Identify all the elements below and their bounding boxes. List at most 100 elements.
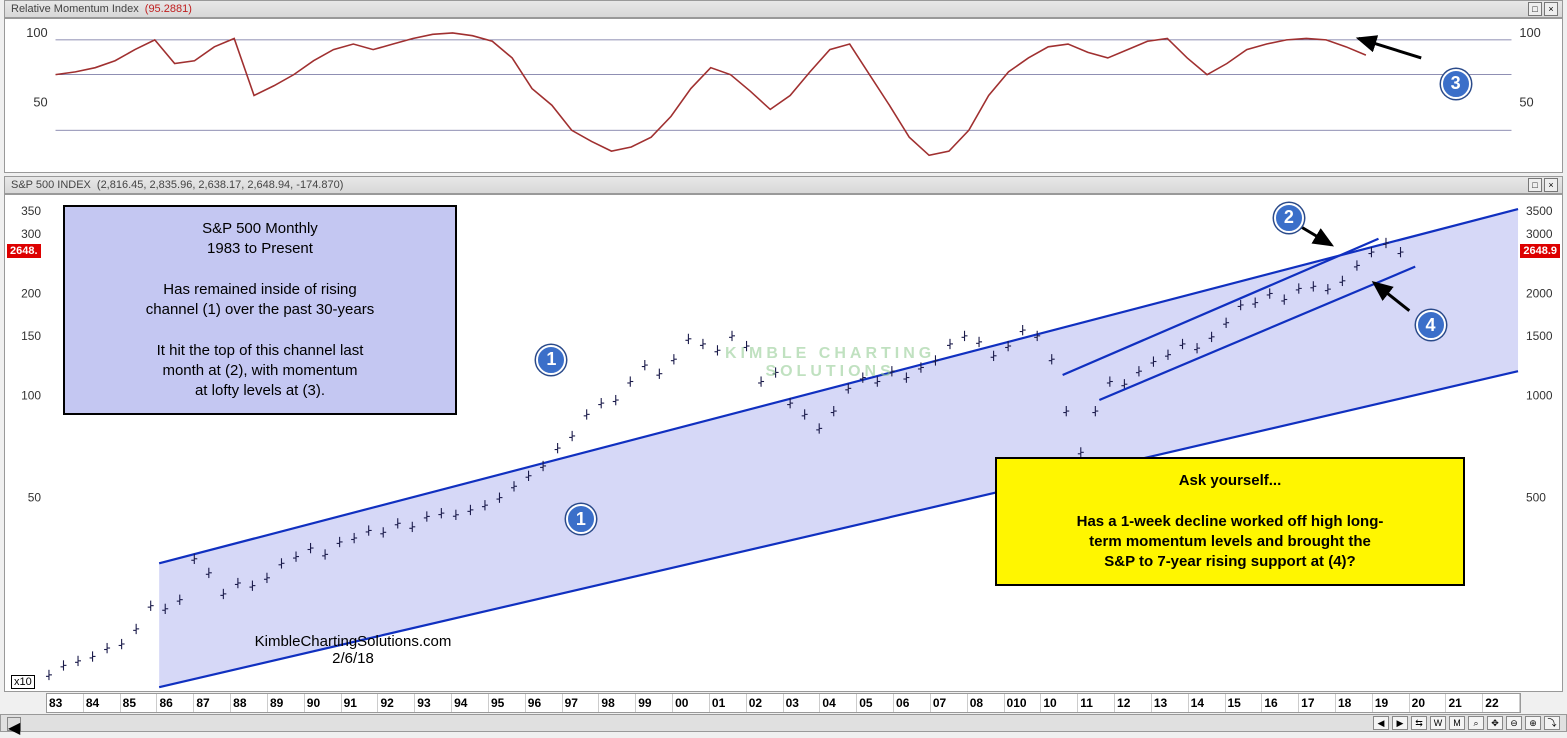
box1-line: It hit the top of this channel last (83, 341, 437, 361)
watermark-line: KIMBLE CHARTING (725, 345, 935, 363)
svg-text:1500: 1500 (1526, 329, 1553, 343)
svg-text:200: 200 (21, 286, 41, 300)
svg-text:500: 500 (1526, 491, 1546, 505)
rmi-title: Relative Momentum Index (11, 3, 139, 15)
year-tick: 14 (1189, 694, 1226, 712)
year-tick: 88 (231, 694, 268, 712)
svg-text:1000: 1000 (1526, 389, 1553, 403)
badge-3: 3 (1441, 69, 1471, 99)
year-tick: 00 (673, 694, 710, 712)
price-title: S&P 500 INDEX (11, 179, 91, 191)
rmi-panel-header: Relative Momentum Index (95.2881) □ × (4, 0, 1563, 18)
price-close-icon[interactable]: × (1544, 178, 1558, 192)
scroll-thumb-icon[interactable]: ◀ (7, 717, 21, 731)
year-tick: 85 (121, 694, 158, 712)
box1-line: month at (2), with momentum (83, 361, 437, 381)
svg-text:50: 50 (28, 491, 42, 505)
toolbar-button[interactable]: ⇆ (1411, 716, 1427, 730)
year-tick: 04 (820, 694, 857, 712)
year-tick: 86 (157, 694, 194, 712)
year-tick: 22 (1483, 694, 1520, 712)
svg-text:100: 100 (1519, 25, 1540, 40)
year-tick: 10 (1041, 694, 1078, 712)
credit-line: KimbleChartingSolutions.com (223, 633, 483, 650)
rmi-chart-area: 100 100 50 50 3 (4, 18, 1563, 173)
year-tick: 21 (1446, 694, 1483, 712)
year-tick: 84 (84, 694, 121, 712)
rmi-maximize-icon[interactable]: □ (1528, 2, 1542, 16)
year-tick: 95 (489, 694, 526, 712)
box2-line: Has a 1-week decline worked off high lon… (1015, 512, 1445, 532)
year-tick: 08 (968, 694, 1005, 712)
bottom-toolbar: ◀ ◀▶⇆WM⌕✥⊖⊕⤵ (0, 714, 1567, 732)
toolbar-button[interactable]: W (1430, 716, 1446, 730)
svg-text:350: 350 (21, 204, 41, 218)
svg-text:100: 100 (26, 25, 47, 40)
watermark-line: SOLUTIONS (725, 363, 935, 381)
year-tick: 13 (1152, 694, 1189, 712)
box2-line: term momentum levels and brought the (1015, 532, 1445, 552)
box1-line: 1983 to Present (83, 239, 437, 259)
svg-text:3500: 3500 (1526, 204, 1553, 218)
scale-x10-label: x10 (11, 675, 35, 689)
year-tick: 93 (415, 694, 452, 712)
svg-text:100: 100 (21, 389, 41, 403)
year-tick: 94 (452, 694, 489, 712)
year-tick: 01 (710, 694, 747, 712)
toolbar-button[interactable]: ▶ (1392, 716, 1408, 730)
box1-line (83, 260, 437, 280)
year-tick: 18 (1336, 694, 1373, 712)
svg-text:3000: 3000 (1526, 227, 1553, 241)
year-tick: 92 (378, 694, 415, 712)
toolbar-button[interactable]: ⌕ (1468, 716, 1484, 730)
box1-line: S&P 500 Monthly (83, 219, 437, 239)
rmi-close-icon[interactable]: × (1544, 2, 1558, 16)
price-ohlc: (2,816.45, 2,835.96, 2,638.17, 2,648.94,… (97, 179, 343, 191)
svg-text:150: 150 (21, 329, 41, 343)
year-tick: 20 (1410, 694, 1447, 712)
year-tick: 90 (305, 694, 342, 712)
toolbar-button[interactable]: ⤵ (1544, 716, 1560, 730)
box2-line: S&P to 7-year rising support at (4)? (1015, 552, 1445, 572)
price-chart-area: 350 300 200 150 100 50 3500 3000 2000 1500 1000 500… (4, 194, 1563, 692)
year-tick: 05 (857, 694, 894, 712)
year-tick: 17 (1299, 694, 1336, 712)
annotation-box-2: Ask yourself... Has a 1-week decline wor… (995, 457, 1465, 586)
x-axis: 8384858687888990919293949596979899000102… (46, 693, 1521, 713)
svg-text:50: 50 (1519, 94, 1533, 109)
box1-line: at lofty levels at (3). (83, 381, 437, 401)
year-tick: 91 (342, 694, 379, 712)
year-tick: 96 (526, 694, 563, 712)
toolbar-button[interactable]: M (1449, 716, 1465, 730)
toolbar-button[interactable]: ⊖ (1506, 716, 1522, 730)
price-panel-header: S&P 500 INDEX (2,816.45, 2,835.96, 2,638… (4, 176, 1563, 194)
badge-4: 4 (1416, 310, 1446, 340)
box1-line (83, 320, 437, 340)
year-tick: 97 (563, 694, 600, 712)
badge-2: 2 (1274, 203, 1304, 233)
price-maximize-icon[interactable]: □ (1528, 178, 1542, 192)
year-tick: 12 (1115, 694, 1152, 712)
year-tick: 19 (1373, 694, 1410, 712)
year-tick: 010 (1005, 694, 1042, 712)
rmi-value: (95.2881) (145, 3, 192, 15)
toolbar-button[interactable]: ◀ (1373, 716, 1389, 730)
year-tick: 02 (747, 694, 784, 712)
year-tick: 83 (47, 694, 84, 712)
year-tick: 06 (894, 694, 931, 712)
credit-line: 2/6/18 (223, 650, 483, 667)
box1-line: channel (1) over the past 30-years (83, 300, 437, 320)
box1-line: Has remained inside of rising (83, 280, 437, 300)
toolbar-button[interactable]: ✥ (1487, 716, 1503, 730)
toolbar-button[interactable]: ⊕ (1525, 716, 1541, 730)
svg-text:300: 300 (21, 227, 41, 241)
year-tick: 16 (1262, 694, 1299, 712)
annotation-box-1: S&P 500 Monthly1983 to Present Has remai… (63, 205, 457, 415)
svg-text:50: 50 (33, 94, 47, 109)
year-tick: 87 (194, 694, 231, 712)
svg-text:2000: 2000 (1526, 286, 1553, 300)
year-tick: 07 (931, 694, 968, 712)
year-tick: 03 (784, 694, 821, 712)
box2-line: Ask yourself... (1015, 471, 1445, 491)
box2-line (1015, 491, 1445, 511)
